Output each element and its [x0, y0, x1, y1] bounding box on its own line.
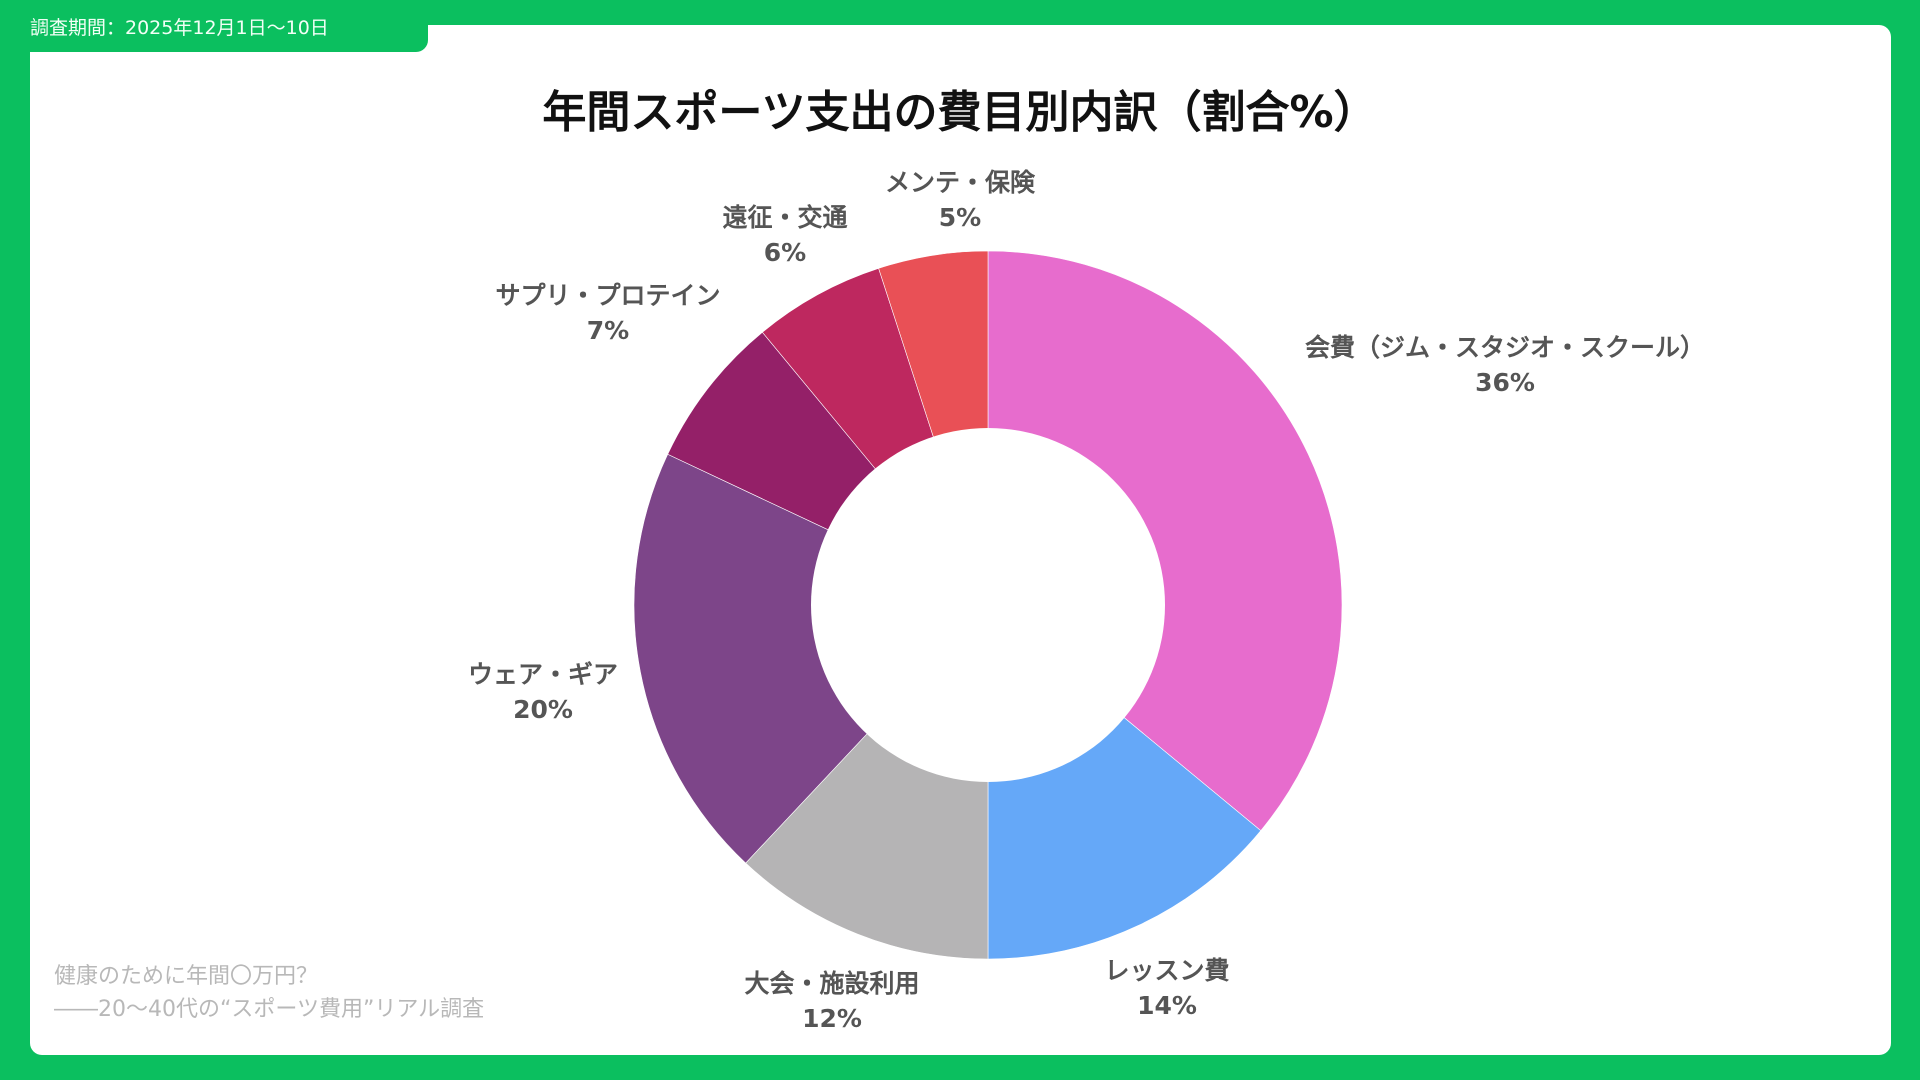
label-pct: 36%	[1475, 368, 1535, 397]
label-pct: 12%	[802, 1004, 862, 1033]
label-name: 大会・施設利用	[744, 969, 920, 998]
label-pct: 7%	[586, 316, 630, 345]
label-name: サプリ・プロテイン	[495, 281, 721, 310]
survey-period-tab: 調査期間：2025年12月1日〜10日	[0, 0, 428, 52]
label-name: ウェア・ギア	[467, 660, 619, 689]
label-pct: 20%	[513, 695, 573, 724]
label-pct: 5%	[938, 203, 982, 232]
label-name: 遠征・交通	[722, 203, 848, 232]
label-pct: 6%	[763, 238, 807, 267]
donut-hole	[811, 428, 1165, 782]
survey-period: 調査期間：2025年12月1日〜10日	[30, 17, 329, 39]
label-supplement: サプリ・プロテイン 7%	[495, 278, 720, 348]
label-travel: 遠征・交通 6%	[722, 200, 847, 270]
label-pct: 14%	[1137, 991, 1197, 1020]
chart-title: 年間スポーツ支出の費目別内訳（割合%）	[542, 87, 1378, 138]
donut-slice	[633, 453, 989, 864]
footer-caption: 健康のために年間〇万円？ ――20〜40代の“スポーツ費用”リアル調査	[54, 960, 484, 1026]
footer-line2: ――20〜40代の“スポーツ費用”リアル調査	[54, 997, 485, 1022]
label-lesson: レッスン費 14%	[1104, 953, 1229, 1023]
label-name: レッスン費	[1104, 956, 1230, 985]
label-tournament: 大会・施設利用 12%	[744, 966, 919, 1036]
label-name: メンテ・保険	[884, 168, 1036, 197]
label-maintenance: メンテ・保険 5%	[885, 165, 1035, 235]
footer-line1: 健康のために年間〇万円？	[54, 964, 319, 989]
label-wear-gear: ウェア・ギア 20%	[468, 657, 618, 727]
label-membership: 会費（ジム・スタジオ・スクール） 36%	[1305, 330, 1705, 400]
donut-slice	[987, 250, 1343, 832]
label-name: 会費（ジム・スタジオ・スクール）	[1304, 333, 1706, 362]
